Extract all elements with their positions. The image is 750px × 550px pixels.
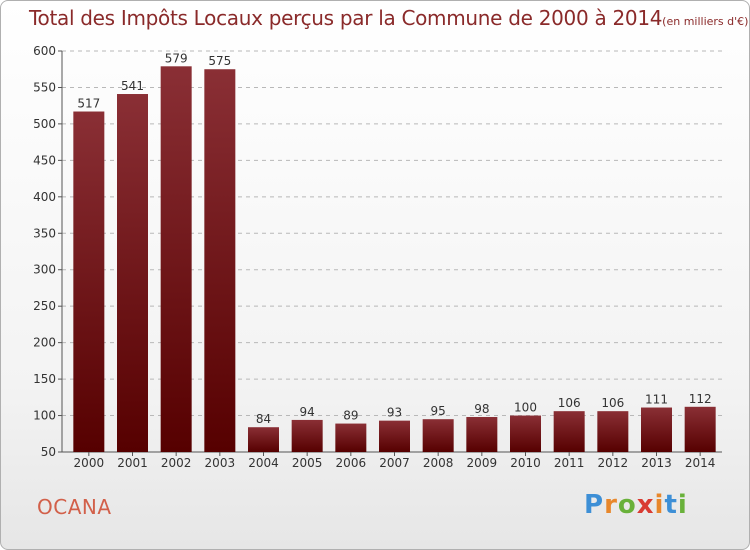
data-label-2006: 89 — [343, 409, 358, 423]
bar-2002 — [160, 66, 192, 452]
y-tick-label: 500 — [33, 117, 56, 131]
logo-letter: o — [617, 490, 637, 520]
data-label-2001: 541 — [121, 79, 144, 93]
y-tick-label: 450 — [33, 153, 56, 167]
y-tick-label: 100 — [33, 409, 56, 423]
data-label-2009: 98 — [474, 402, 489, 416]
data-label-2010: 100 — [514, 401, 537, 415]
bar-2000 — [73, 111, 105, 453]
bar-2005 — [291, 419, 323, 452]
x-tick-label-2009: 2009 — [467, 456, 498, 470]
x-tick-labels: 2000 2001 2002 2003 2004 2005 2006 2007 2008 2009… — [74, 456, 716, 470]
logo-letter: r — [604, 490, 618, 520]
x-tick-label-2004: 2004 — [248, 456, 279, 470]
y-tick-label: 350 — [33, 226, 56, 240]
x-tick-label-2007: 2007 — [379, 456, 410, 470]
data-label-2003: 575 — [208, 54, 231, 68]
logo-letter: P — [584, 490, 605, 520]
commune-name: OCANA — [37, 495, 112, 519]
data-label-2007: 93 — [387, 406, 402, 420]
x-tick-label-2011: 2011 — [554, 456, 585, 470]
data-label-2011: 106 — [558, 396, 581, 410]
bar-2007 — [379, 420, 410, 452]
bar-2014 — [684, 406, 716, 452]
bar-2008 — [422, 419, 454, 452]
grid-lines — [62, 50, 722, 417]
x-tick-label-2001: 2001 — [117, 456, 148, 470]
data-label-2000: 517 — [77, 97, 100, 111]
y-tick-label: 150 — [33, 372, 56, 386]
x-tick-label-2013: 2013 — [641, 456, 672, 470]
proxiti-logo: Proxiti — [584, 490, 688, 520]
y-tick-label: 600 — [33, 44, 56, 58]
y-tick-label: 250 — [33, 299, 56, 313]
x-tick-label-2012: 2012 — [598, 456, 629, 470]
x-tick-label-2014: 2014 — [685, 456, 716, 470]
x-tick-label-2010: 2010 — [510, 456, 541, 470]
x-tick-label-2003: 2003 — [205, 456, 236, 470]
x-tick-label-2006: 2006 — [336, 456, 367, 470]
data-label-2014: 112 — [689, 392, 712, 406]
x-tick-label-2005: 2005 — [292, 456, 323, 470]
bar-2013 — [641, 407, 672, 452]
logo-letter: i — [654, 490, 665, 520]
data-labels: 517 541 579 575 84 94 89 93 95 98 100 106 106 111 112 — [77, 51, 711, 426]
data-label-2004: 84 — [256, 412, 271, 426]
x-tick-label-2000: 2000 — [74, 456, 105, 470]
data-label-2013: 111 — [645, 393, 668, 407]
chart-unit-label: (en milliers d'€) — [662, 15, 749, 28]
bar-2012 — [597, 411, 629, 452]
data-label-2002: 579 — [165, 51, 188, 65]
chart-title: Total des Impôts Locaux perçus par la Co… — [29, 6, 748, 30]
bar-2006 — [335, 423, 367, 452]
bar-2009 — [466, 417, 498, 452]
bars — [73, 66, 716, 453]
bar-2001 — [117, 94, 148, 453]
y-tick-label: 200 — [33, 336, 56, 350]
data-label-2005: 94 — [300, 405, 315, 419]
y-tick-label: 400 — [33, 190, 56, 204]
y-tick-label: 300 — [33, 263, 56, 277]
data-label-2012: 106 — [601, 396, 624, 410]
logo-letter: i — [677, 490, 688, 520]
logo-letter: x — [636, 490, 655, 520]
x-tick-label-2002: 2002 — [161, 456, 192, 470]
bar-2010 — [510, 415, 541, 452]
y-tick-label: 50 — [41, 445, 56, 459]
bar-2003 — [204, 69, 236, 453]
data-label-2008: 95 — [431, 404, 446, 418]
y-tick-label: 550 — [33, 80, 56, 94]
bar-2004 — [248, 427, 279, 452]
chart-title-text: Total des Impôts Locaux perçus par la Co… — [29, 6, 663, 30]
logo-letter: t — [664, 490, 678, 520]
y-tick-labels: 50 100 150 200 250 300 350 400 450 500 550 600 — [33, 44, 56, 459]
bar-2011 — [553, 411, 585, 452]
x-tick-label-2008: 2008 — [423, 456, 454, 470]
